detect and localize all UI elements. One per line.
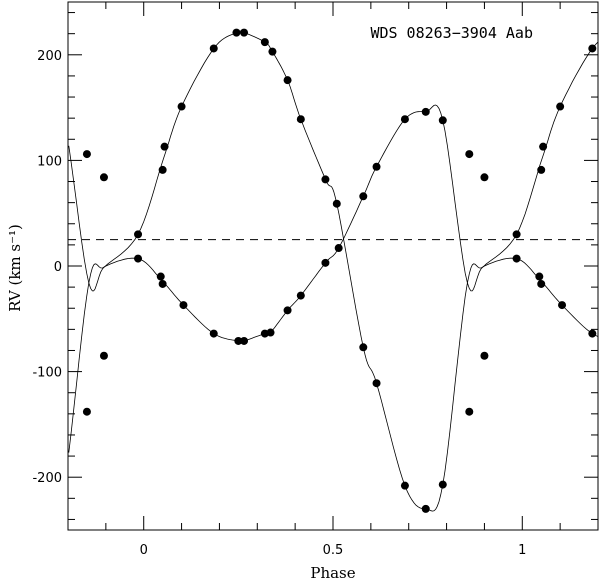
data-point [537,279,546,288]
model-curves [68,30,599,512]
data-point [372,379,381,388]
data-point [512,254,521,263]
axis-ticks [67,2,599,530]
data-point [260,38,269,47]
y-tick-label: -100 [32,366,62,381]
data-point [537,165,546,174]
y-tick-label: 0 [54,260,62,275]
data-point [134,254,143,263]
x-axis-title: Phase [310,564,355,582]
data-point [512,230,521,239]
data-point [296,115,305,124]
data-point [82,407,91,416]
data-point [535,272,544,281]
data-point [177,102,186,111]
y-axis-title: RV (km s⁻¹) [6,224,24,312]
y-tick-label: -200 [32,471,62,486]
y-tick-label: 100 [37,154,62,169]
x-tick-label: 0 [140,543,148,558]
data-point [179,301,188,310]
data-point [480,351,489,360]
y-tick-label: 200 [37,49,62,64]
data-point [99,173,108,182]
data-point [296,291,305,300]
data-point [588,329,597,338]
data-point [438,480,447,489]
tick-labels: 0 0.5 1 -200 -100 0 100 200 [32,49,526,558]
model-curve-1 [68,30,598,512]
x-tick-label: 1 [518,543,526,558]
data-points [82,28,597,513]
data-point [160,142,169,151]
data-point [438,116,447,125]
data-point [283,76,292,85]
chart-title: WDS 08263−3904 Aab [370,24,533,42]
data-point [539,142,548,151]
data-point [372,162,381,171]
x-tick-label: 0.5 [323,543,344,558]
data-point [240,28,249,37]
data-point [400,115,409,124]
data-point [321,175,330,184]
data-point [240,336,249,345]
data-point [332,199,341,208]
data-point [359,192,368,201]
data-point [158,165,167,174]
data-point [232,28,241,37]
data-point [158,279,167,288]
data-point [283,306,292,315]
data-point [480,173,489,182]
data-point [134,230,143,239]
data-point [209,44,218,53]
data-point [465,407,474,416]
data-point [334,244,343,253]
data-point [359,343,368,352]
data-point [209,329,218,338]
data-point [421,107,430,116]
data-point [321,258,330,267]
data-point [99,351,108,360]
data-point [268,47,277,56]
data-point [266,328,275,337]
model-curve-2 [68,104,599,343]
plot-frame [67,1,599,531]
data-point [400,481,409,490]
data-point [558,301,567,310]
data-point [234,336,243,345]
data-point [421,504,430,513]
data-point [156,272,165,281]
data-point [588,44,597,53]
data-point [556,102,565,111]
data-point [465,150,474,159]
data-point [82,150,91,159]
